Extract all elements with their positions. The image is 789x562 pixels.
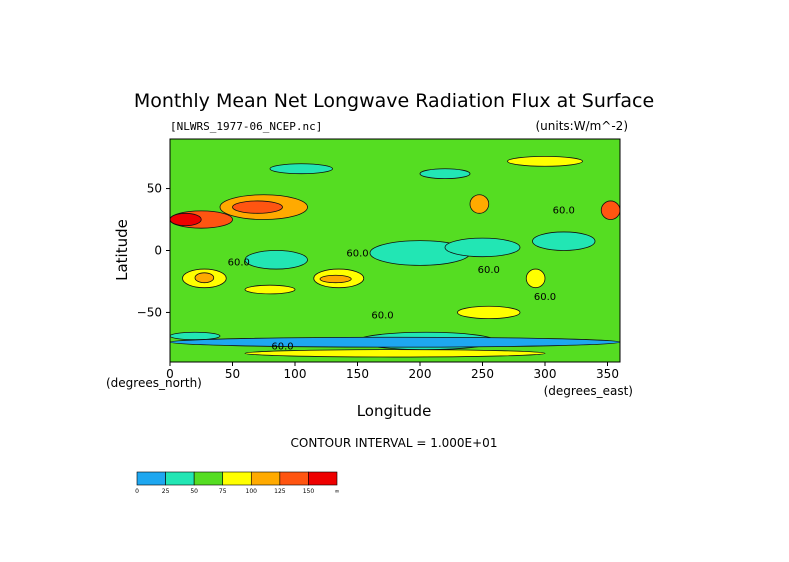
colorbar-swatch — [193, 471, 224, 486]
colorbar-tick-label: 75 — [219, 488, 227, 495]
x-tick-label: 350 — [596, 367, 619, 381]
flux-region — [170, 331, 221, 341]
y-axis-ticks: 50 0 −50 — [137, 182, 170, 319]
flux-region — [269, 163, 333, 175]
colorbar-tick-label: 125 — [274, 488, 286, 495]
flux-region — [170, 212, 202, 227]
y-axis-label: Latitude — [113, 219, 131, 281]
x-unit-label: (degrees_east) — [544, 384, 633, 398]
x-tick-label: 300 — [534, 367, 557, 381]
flux-region — [600, 200, 620, 220]
x-axis-ticks: 0 50 100 150 200 250 300 350 — [166, 362, 619, 381]
flux-region — [532, 231, 596, 251]
x-tick-label: 200 — [409, 367, 432, 381]
colorbar-swatch — [222, 471, 252, 486]
plot-area: 60.0 60.0 60.0 60.0 60.0 60.0 60.0 — [169, 138, 621, 363]
contour-label: 60.0 — [271, 342, 293, 353]
flux-region — [469, 194, 490, 214]
colorbar-tick-label: 150 — [303, 488, 315, 495]
colorbar-tick-label: 50 — [190, 488, 198, 495]
contour-label: 60.0 — [346, 249, 368, 260]
chart-title: Monthly Mean Net Longwave Radiation Flux… — [134, 90, 654, 112]
x-tick-label: 250 — [471, 367, 494, 381]
contour-label: 60.0 — [228, 257, 250, 268]
flux-region — [232, 200, 283, 214]
contour-label: 60.0 — [478, 265, 500, 276]
flux-region — [194, 272, 215, 284]
flux-region — [319, 274, 352, 284]
x-tick-label: 100 — [284, 367, 307, 381]
file-label: [NLWRS_1977-06_NCEP.nc] — [170, 120, 322, 133]
flux-region — [444, 237, 521, 258]
flux-field: 60.0 60.0 60.0 60.0 60.0 60.0 60.0 — [170, 139, 620, 362]
flux-region — [244, 250, 308, 270]
colorbar-tick-label: 0 — [135, 488, 139, 495]
x-axis-label: Longitude — [357, 402, 432, 420]
colorbar-swatch — [136, 471, 166, 486]
contour-interval-label: CONTOUR INTERVAL = 1.000E+01 — [291, 436, 498, 450]
colorbar-tick-label: 25 — [162, 488, 170, 495]
flux-region — [457, 305, 521, 320]
units-label: (units:W/m^-2) — [535, 119, 628, 133]
contour-label: 60.0 — [534, 292, 556, 303]
y-unit-label: (degrees_north) — [106, 376, 202, 390]
y-tick-label: −50 — [137, 305, 162, 319]
colorbar-swatch — [165, 471, 195, 486]
flux-region — [525, 268, 546, 289]
y-tick-label: 0 — [154, 244, 162, 258]
colorbar-swatch — [308, 471, 338, 486]
contour-label: 60.0 — [371, 311, 393, 322]
x-tick-label: 50 — [225, 367, 240, 381]
flux-region — [507, 155, 583, 167]
flux-region — [170, 336, 620, 348]
x-tick-label: 150 — [346, 367, 369, 381]
flux-region — [244, 284, 296, 295]
colorbar-tick-label: 100 — [246, 488, 258, 495]
colorbar-swatch — [279, 471, 309, 486]
contour-label: 60.0 — [553, 205, 575, 216]
x-tick-label: 0 — [166, 367, 174, 381]
y-tick-label: 50 — [147, 182, 162, 196]
colorbar-tick-label: ∞ — [335, 488, 340, 495]
colorbar: 0 25 50 75 100 125 150 ∞ — [135, 471, 340, 495]
flux-region — [419, 168, 471, 180]
flux-region — [244, 349, 546, 358]
colorbar-swatch — [250, 471, 281, 486]
